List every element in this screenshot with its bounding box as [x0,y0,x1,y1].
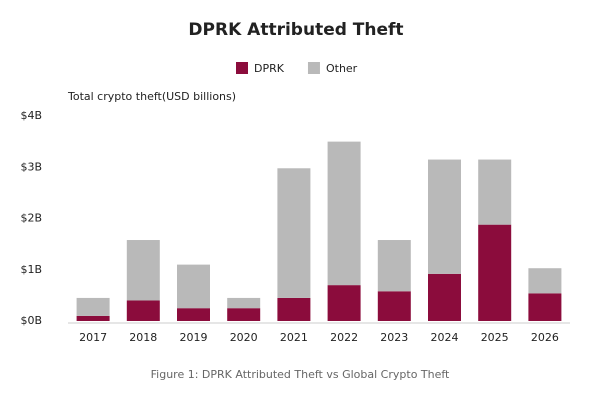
y-tick-label: $4B [20,109,42,122]
y-tick-label: $3B [20,160,42,173]
bar-segment [76,315,110,321]
legend-label: DPRK [254,62,285,75]
x-tick-label: 2026 [531,331,559,344]
bar-segment [227,297,261,309]
bar-segment [528,293,562,321]
legend-swatch [236,62,248,74]
y-tick-label: $0B [20,314,42,327]
bar-segment [126,300,160,321]
chart-title: DPRK Attributed Theft [188,20,403,40]
x-tick-label: 2018 [129,331,157,344]
bar-segment [177,264,210,309]
bar-segment [428,159,461,274]
bar-segment [277,297,311,321]
x-tick-label: 2020 [230,331,258,344]
bar-segment [76,297,110,316]
legend-swatch [307,62,320,74]
y-tick-label: $1B [20,263,42,276]
x-tick-label: 2021 [280,331,308,344]
x-tick-label: 2023 [380,331,408,344]
bar-segment [177,308,210,321]
bar-segment [428,273,461,321]
y-tick-label: $2B [20,212,42,225]
bar-segment [377,291,411,321]
x-tick-label: 2017 [79,331,107,344]
axis-label: Total crypto theft(USD billions) [67,90,236,103]
x-tick-label: 2024 [431,331,459,344]
bar-segment [227,308,261,321]
legend-label: Other [326,62,358,75]
bar-segment [327,141,361,286]
bar-segment [377,240,411,292]
bar-segment [277,168,311,298]
x-tick-label: 2022 [330,331,358,344]
bar-segment [528,268,562,294]
bar-segment [126,240,160,301]
x-tick-label: 2025 [481,331,509,344]
bar-segment [478,224,512,321]
x-tick-label: 2019 [180,331,208,344]
caption: Figure 1: DPRK Attributed Theft vs Globa… [151,368,450,381]
bar-segment [327,285,361,321]
bar-segment [478,159,512,225]
